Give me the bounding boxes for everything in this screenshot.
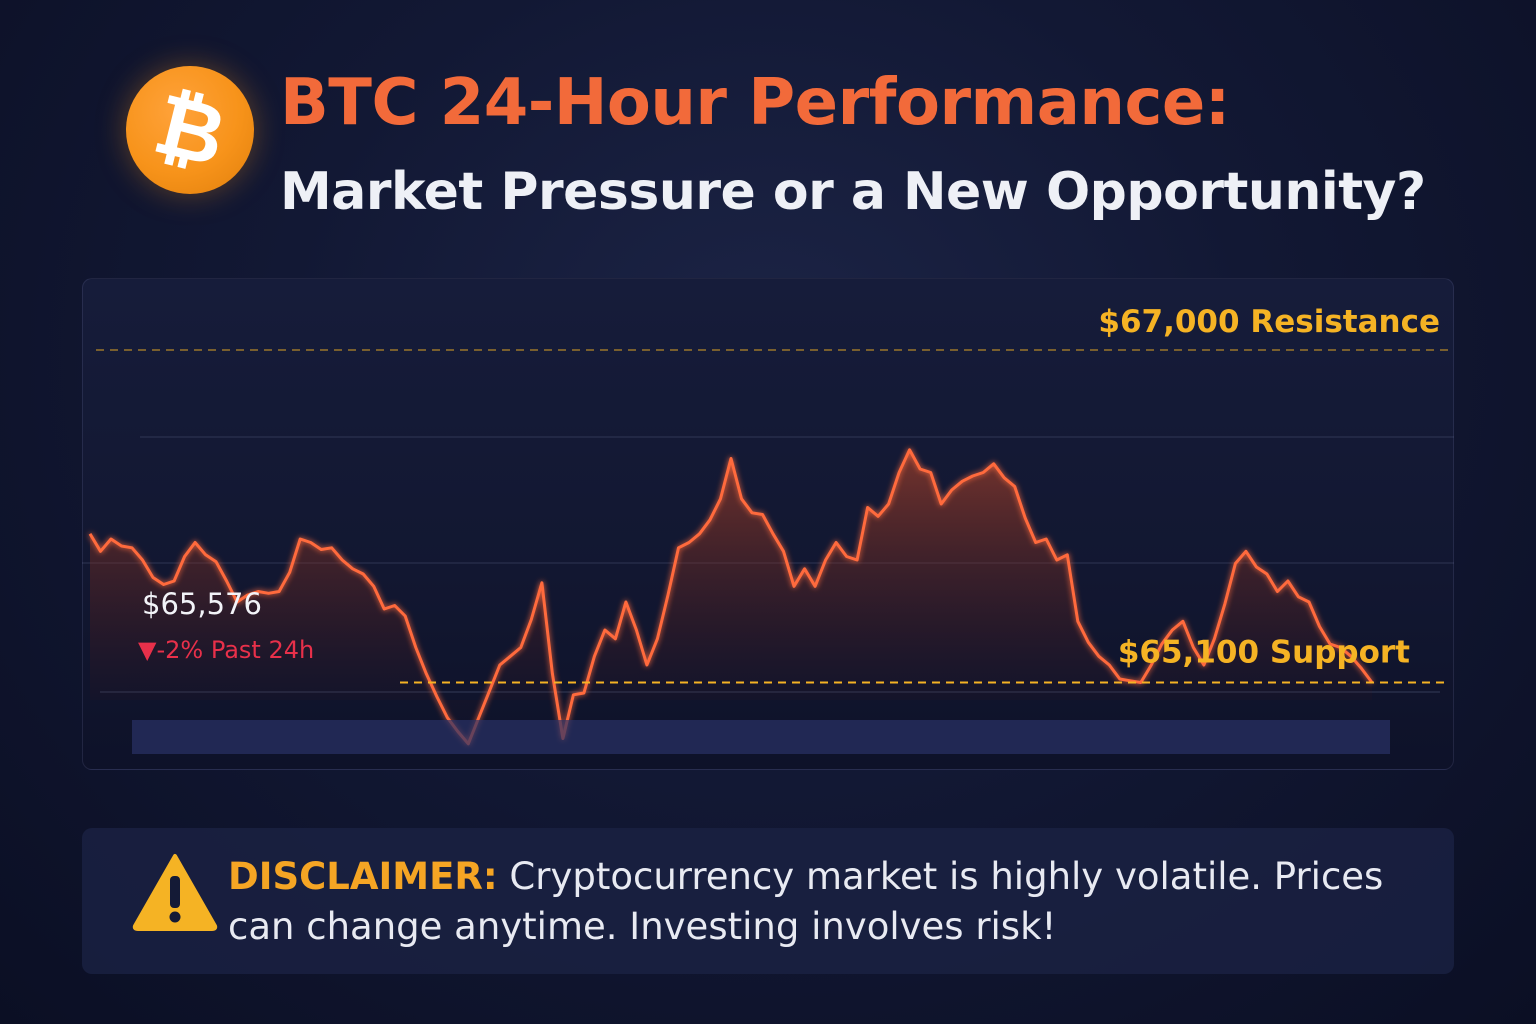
price-line xyxy=(88,448,1374,746)
level-lines: $67,000 Resistance $65,100 Support xyxy=(96,304,1450,684)
support-label: $65,100 Support xyxy=(1118,635,1410,671)
price-area-fill xyxy=(90,449,1372,744)
warning-icon xyxy=(132,854,218,931)
page-subtitle: Market Pressure or a New Opportunity? xyxy=(280,162,1426,222)
bitcoin-logo-icon: ₿ xyxy=(126,66,254,194)
page-title: BTC 24-Hour Performance: xyxy=(280,66,1230,140)
volume-bar-band xyxy=(132,720,1390,754)
current-price: $65,576 xyxy=(142,587,262,621)
disclaimer-body: Cryptocurrency market is highly volatile… xyxy=(228,855,1384,948)
resistance-label: $67,000 Resistance xyxy=(1098,304,1440,340)
volume-strip xyxy=(132,720,1390,754)
disclaimer-label: DISCLAIMER: xyxy=(228,855,498,898)
disclaimer-text: DISCLAIMER: Cryptocurrency market is hig… xyxy=(228,852,1428,952)
price-change: ▼-2% Past 24h xyxy=(138,636,314,664)
disclaimer-box xyxy=(82,828,1454,974)
